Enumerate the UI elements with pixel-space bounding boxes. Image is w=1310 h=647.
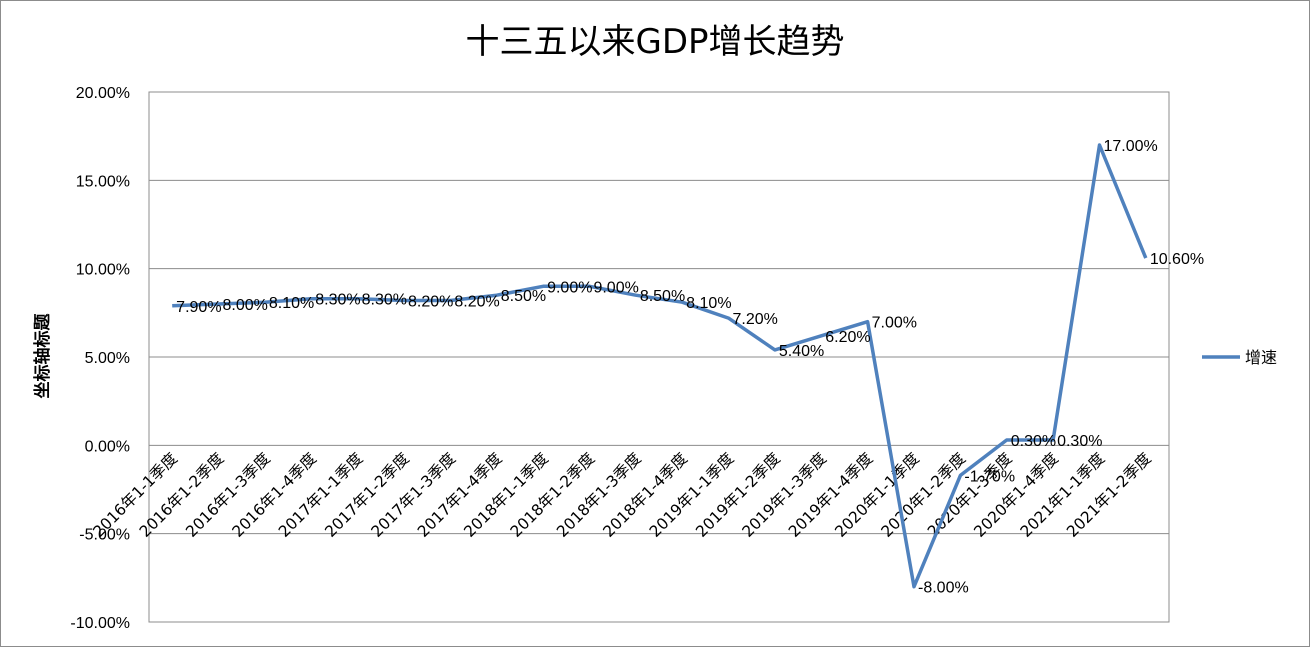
legend: 增速: [1202, 348, 1277, 367]
data-label: 9.00%: [593, 279, 638, 296]
x-category-label: 2021年1-2季度: [1063, 449, 1154, 540]
data-label: 7.90%: [176, 299, 221, 316]
x-category-label: 2020年1-4季度: [971, 449, 1062, 540]
data-label: 8.30%: [362, 292, 407, 309]
x-category-label: 2019年1-3季度: [739, 449, 830, 540]
x-category-label: 2018年1-2季度: [507, 449, 598, 540]
x-category-label: 2018年1-3季度: [553, 449, 644, 540]
data-label: 5.40%: [779, 343, 824, 360]
data-label: 8.00%: [223, 297, 268, 314]
data-label: 8.10%: [686, 295, 731, 312]
x-category-label: 2019年1-1季度: [646, 449, 737, 540]
x-category-label: 2018年1-4季度: [600, 449, 691, 540]
x-category-label: 2017年1-2季度: [321, 449, 412, 540]
x-category-label: 2016年1-4季度: [229, 449, 320, 540]
data-label: 7.20%: [733, 311, 778, 328]
y-axis-ticks: -10.00% -5.00% 0.00% 5.00% 10.00% 15.00% 20.00…: [70, 85, 130, 632]
series-line-增速: [172, 143, 1148, 589]
data-label: -1.70%: [964, 468, 1015, 485]
data-label: 0.30%: [1057, 433, 1102, 450]
data-label: -8.00%: [918, 580, 969, 597]
data-label: 17.00%: [1103, 138, 1157, 155]
grid-lines: [149, 91, 1169, 623]
x-category-label: 2016年1-3季度: [182, 449, 273, 540]
x-category-label: 2019年1-4季度: [785, 449, 876, 540]
x-category-label: 2017年1-1季度: [275, 449, 366, 540]
x-category-label: 2021年1-1季度: [1017, 449, 1108, 540]
data-label: 7.00%: [872, 315, 917, 332]
x-category-label: 2017年1-3季度: [368, 449, 459, 540]
y-tick-label: -5.00%: [79, 527, 130, 544]
x-category-label: 2020年1-1季度: [831, 449, 922, 540]
data-label: 8.20%: [408, 293, 453, 310]
data-label: 10.60%: [1150, 251, 1204, 268]
data-label: 8.50%: [501, 288, 546, 305]
x-axis-categories: 2016年1-1季度2016年1-2季度2016年1-3季度2016年1-4季度…: [90, 449, 1155, 540]
data-label: 8.50%: [640, 288, 685, 305]
y-tick-label: -10.00%: [70, 615, 130, 632]
x-category-label: 2016年1-1季度: [90, 449, 181, 540]
data-label: 8.20%: [454, 293, 499, 310]
y-tick-label: 10.00%: [76, 262, 130, 279]
data-label: 6.20%: [825, 329, 870, 346]
y-tick-label: 0.00%: [85, 438, 130, 455]
data-label: 9.00%: [547, 279, 592, 296]
chart-title: 十三五以来GDP增长趋势: [465, 22, 844, 62]
data-label: 8.30%: [315, 292, 360, 309]
y-axis-title: 坐标轴标题: [32, 313, 53, 399]
y-tick-label: 15.00%: [76, 173, 130, 190]
y-tick-label: 20.00%: [76, 85, 130, 102]
data-label: 8.10%: [269, 295, 314, 312]
x-category-label: 2018年1-1季度: [461, 449, 552, 540]
data-label: 0.30%: [1011, 433, 1056, 450]
legend-label: 增速: [1245, 348, 1277, 367]
x-category-label: 2017年1-4季度: [414, 449, 505, 540]
x-category-label: 2016年1-2季度: [136, 449, 227, 540]
x-category-label: 2019年1-2季度: [692, 449, 783, 540]
y-tick-label: 5.00%: [85, 350, 130, 367]
data-labels: 7.90% 8.00% 8.10% 8.30% 8.30% 8.20% 8.20% 8.50%…: [176, 138, 1204, 597]
